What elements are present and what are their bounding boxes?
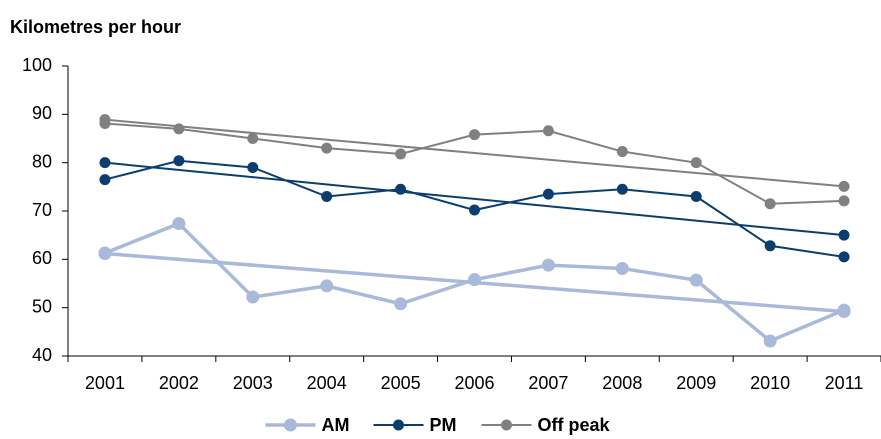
data-point (173, 123, 185, 135)
data-point (469, 129, 480, 141)
trend-point (838, 229, 850, 241)
data-point (98, 246, 112, 260)
x-tick-label: 2010 (750, 373, 790, 393)
data-point (764, 198, 776, 210)
data-point (172, 217, 186, 231)
data-point (763, 334, 777, 348)
trend-line (104, 161, 845, 237)
x-tick-label: 2007 (528, 373, 568, 393)
data-point (690, 191, 702, 202)
data-point (173, 155, 185, 167)
trend-point (838, 180, 850, 192)
y-tick-label: 80 (32, 151, 52, 171)
y-tick-label: 90 (32, 103, 52, 123)
data-point (469, 204, 480, 216)
data-point (616, 146, 628, 158)
x-tick-label: 2011 (825, 373, 864, 393)
data-point (690, 157, 702, 169)
x-tick-label: 2005 (381, 373, 421, 393)
data-point (838, 195, 850, 207)
data-point (542, 188, 554, 200)
legend-label: Off peak (538, 415, 611, 435)
data-point (615, 262, 629, 276)
x-tick-label: 2008 (602, 373, 642, 393)
legend-marker (284, 418, 297, 432)
y-tick-label: 60 (32, 248, 52, 268)
y-tick-label: 50 (32, 296, 52, 316)
legend-marker (393, 419, 404, 431)
y-tick-label: 40 (32, 345, 52, 365)
data-point (395, 183, 407, 195)
x-tick-label: 2001 (85, 373, 125, 393)
data-point (247, 133, 259, 144)
x-tick-label: 2006 (454, 373, 494, 393)
x-tick-label: 2003 (233, 373, 273, 393)
data-point (542, 125, 554, 137)
data-point (99, 118, 111, 130)
data-point (837, 303, 851, 317)
x-tick-label: 2004 (307, 373, 347, 393)
legend-marker (501, 419, 512, 431)
x-tick-label: 2002 (159, 373, 199, 393)
data-point (616, 183, 628, 195)
chart-title: Kilometres per hour (10, 17, 181, 37)
data-point (689, 273, 703, 287)
data-point (247, 162, 259, 173)
y-tick-label: 70 (32, 200, 52, 220)
data-point (395, 148, 407, 160)
data-point (541, 258, 555, 272)
trend-point (99, 157, 111, 169)
data-point (468, 273, 481, 287)
data-point (320, 279, 334, 293)
legend-label: PM (430, 415, 457, 435)
y-tick-label: 100 (22, 55, 52, 75)
legend-label: AM (322, 415, 350, 435)
data-point (321, 142, 333, 154)
data-point (99, 174, 111, 186)
data-point (394, 297, 408, 311)
x-tick-label: 2009 (676, 373, 716, 393)
data-point (764, 240, 776, 252)
data-point (246, 290, 260, 304)
data-point (838, 251, 850, 263)
data-point (321, 191, 333, 202)
